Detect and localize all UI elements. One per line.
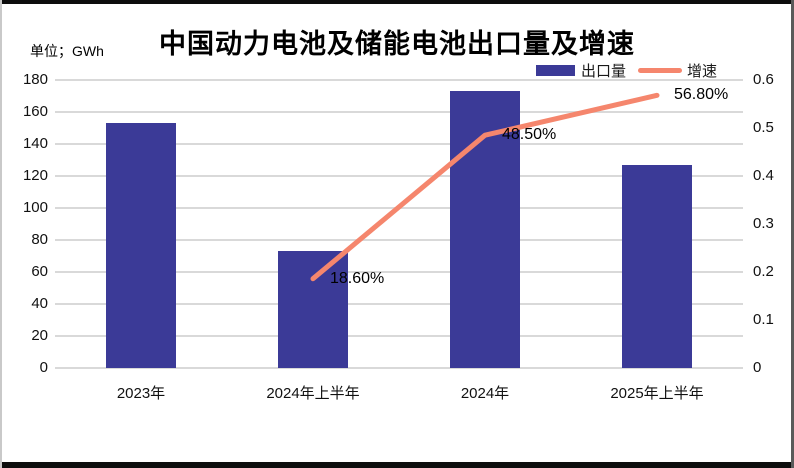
y-axis-right-tick-label: 0.6 bbox=[753, 71, 774, 88]
frame-border-left bbox=[0, 0, 2, 468]
x-axis-tick-label: 2025年上半年 bbox=[610, 385, 704, 402]
line-data-label: 48.50% bbox=[502, 126, 557, 144]
y-axis-right-tick-label: 0.4 bbox=[753, 167, 774, 184]
x-axis-tick-label: 2023年 bbox=[116, 385, 166, 402]
x-axis-tick-label: 2024年上半年 bbox=[266, 385, 360, 402]
gridline bbox=[55, 239, 743, 241]
y-axis-left-tick-label: 140 bbox=[22, 135, 48, 152]
bar bbox=[278, 251, 348, 368]
legend-label-export: 出口量 bbox=[581, 62, 627, 80]
y-axis-left-tick-label: 100 bbox=[22, 199, 48, 216]
bar-series-swatch-icon bbox=[536, 64, 575, 76]
y-axis-left-tick-label: 160 bbox=[22, 103, 48, 120]
unit-label: 单位；GWh bbox=[30, 43, 104, 59]
legend-label-growth: 增速 bbox=[687, 62, 718, 80]
frame-border-top bbox=[0, 0, 794, 4]
bar bbox=[622, 164, 692, 368]
gridline bbox=[55, 271, 743, 273]
bar bbox=[106, 123, 176, 368]
line-series-swatch-icon bbox=[638, 67, 683, 73]
x-axis-tick-label: 2024年 bbox=[460, 385, 510, 402]
gridline bbox=[55, 143, 743, 145]
gridline bbox=[55, 175, 743, 177]
y-axis-left-tick-label: 0 bbox=[39, 359, 48, 376]
y-axis-right-tick-label: 0 bbox=[753, 359, 762, 376]
frame-border-right bbox=[791, 0, 794, 468]
y-axis-right-tick-label: 0.3 bbox=[753, 215, 774, 232]
gridline bbox=[55, 303, 743, 305]
y-axis-right-tick-label: 0.5 bbox=[753, 119, 774, 136]
line-data-label: 56.80% bbox=[674, 86, 729, 104]
gridline bbox=[55, 367, 743, 369]
y-axis-left-tick-label: 80 bbox=[31, 231, 48, 248]
gridline bbox=[55, 111, 743, 113]
y-axis-right-tick-label: 0.1 bbox=[753, 311, 774, 328]
y-axis-left-tick-label: 40 bbox=[31, 295, 48, 312]
gridline bbox=[55, 335, 743, 337]
line-data-label: 18.60% bbox=[330, 269, 385, 287]
y-axis-left-tick-label: 20 bbox=[31, 327, 48, 344]
y-axis-left-tick-label: 120 bbox=[22, 167, 48, 184]
chart-title: 中国动力电池及储能电池出口量及增速 bbox=[159, 29, 635, 59]
frame-border-bottom bbox=[0, 462, 794, 468]
y-axis-left-tick-label: 180 bbox=[22, 71, 48, 88]
growth-line bbox=[310, 92, 660, 282]
gridline bbox=[55, 79, 743, 81]
y-axis-right-tick-label: 0.2 bbox=[753, 263, 774, 280]
y-axis-left-tick-label: 60 bbox=[31, 263, 48, 280]
legend: 出口量 增速 bbox=[536, 61, 718, 80]
